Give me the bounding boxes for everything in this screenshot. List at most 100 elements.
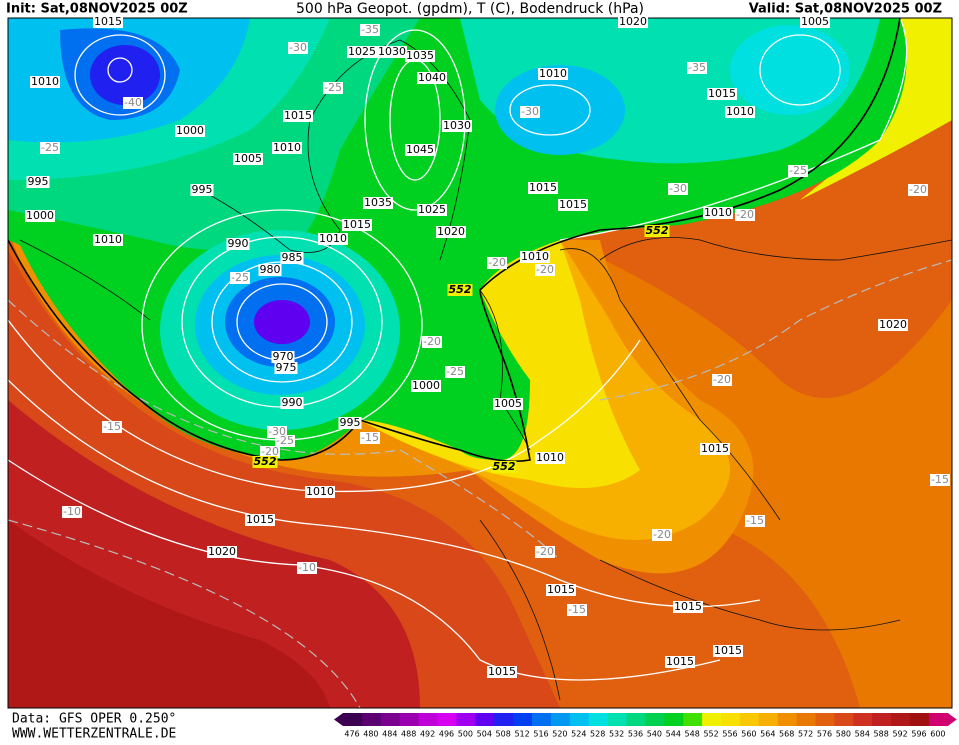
- pressure-label-bg: [30, 76, 60, 88]
- pressure-label: 1020: [208, 545, 236, 558]
- pressure-label-bg: [618, 16, 648, 28]
- colorbar-label: 516: [533, 730, 548, 739]
- pressure-label: 975: [276, 361, 297, 374]
- temperature-label-bg: [297, 562, 317, 574]
- temperature-label: -30: [289, 41, 307, 54]
- colorbar-label: 580: [836, 730, 851, 739]
- colorbar-label: 476: [344, 730, 359, 739]
- colorbar: 476 480 484 488 492 496 500 504 508 512 516 520 524 5…: [334, 713, 957, 739]
- temperature-label-bg: [487, 257, 507, 269]
- colorbar-swatch: [456, 713, 476, 726]
- pressure-label-bg: [233, 153, 263, 165]
- temperature-label-bg: [62, 506, 82, 518]
- pressure-label-bg: [363, 197, 393, 209]
- pressure-label: 1015: [674, 600, 702, 613]
- colorbar-label: 492: [420, 730, 435, 739]
- temperature-label-bg: [687, 62, 707, 74]
- colorbar-label: 484: [382, 730, 397, 739]
- temperature-label-bg: [668, 183, 688, 195]
- temperature-label: -30: [521, 105, 539, 118]
- temperature-label: -15: [361, 431, 379, 444]
- valid-time: Valid: Sat,08NOV2025 00Z: [749, 2, 942, 17]
- colorbar-swatch: [853, 713, 873, 726]
- colorbar-swatch: [626, 713, 646, 726]
- pressure-label: 1010: [539, 67, 567, 80]
- pressure-label-bg: [725, 106, 755, 118]
- colorbar-label: 572: [798, 730, 813, 739]
- pressure-label-bg: [707, 88, 737, 100]
- colorbar-label: 536: [628, 730, 643, 739]
- geopotential-label: 552: [254, 455, 277, 468]
- pressure-label: 1015: [488, 665, 516, 678]
- temperature-label: -35: [361, 23, 379, 36]
- colorbar-arrow: [947, 713, 957, 726]
- colorbar-label: 564: [760, 730, 775, 739]
- pressure-label-bg: [272, 142, 302, 154]
- pressure-label-bg: [487, 666, 517, 678]
- pressure-label: 1020: [879, 318, 907, 331]
- pressure-label: 1035: [364, 196, 392, 209]
- colorbar-swatch: [513, 713, 533, 726]
- pressure-label: 1025: [348, 45, 376, 58]
- pressure-label-bg: [520, 251, 550, 263]
- temperature-label-bg: [102, 421, 122, 433]
- colorbar-label: 556: [722, 730, 737, 739]
- colorbar-label: 528: [590, 730, 605, 739]
- pressure-label: 985: [282, 251, 303, 264]
- colorbar-label: 560: [741, 730, 756, 739]
- temperature-label: -20: [536, 545, 554, 558]
- pressure-label-bg: [703, 207, 733, 219]
- pressure-label-bg: [274, 362, 298, 374]
- temperature-label: -10: [63, 505, 81, 518]
- pressure-label: 1040: [418, 71, 446, 84]
- map-title: 500 hPa Geopot. (gpdm), T (C), Bodendruc…: [296, 1, 644, 17]
- pressure-label-bg: [338, 417, 362, 429]
- pressure-label: 1045: [406, 143, 434, 156]
- pressure-label-bg: [26, 176, 50, 188]
- temperature-label: -25: [276, 434, 294, 447]
- temperature-label: -20: [909, 183, 927, 196]
- pressure-label: 1010: [726, 105, 754, 118]
- pressure-label-bg: [305, 486, 335, 498]
- map: [8, 18, 952, 708]
- pressure-label: 1010: [94, 233, 122, 246]
- colorbar-label: 532: [609, 730, 624, 739]
- colorbar-swatch: [343, 713, 363, 726]
- colorbar-label: 488: [401, 730, 416, 739]
- pressure-label: 990: [228, 237, 249, 250]
- pressure-label: 1010: [31, 75, 59, 88]
- pressure-label-bg: [347, 46, 377, 58]
- temperature-label-bg: [260, 446, 280, 458]
- temperature-label-bg: [40, 142, 60, 154]
- pressure-label: 1015: [666, 655, 694, 668]
- geopotential-label-bg: [491, 461, 517, 473]
- pressure-label: 1010: [704, 206, 732, 219]
- pressure-label: 1015: [559, 198, 587, 211]
- colorbar-swatch: [721, 713, 741, 726]
- temperature-label-bg: [745, 515, 765, 527]
- pressure-label: 1015: [547, 583, 575, 596]
- temperature-label: -20: [536, 263, 554, 276]
- pressure-label: 1015: [94, 15, 122, 28]
- pressure-label: 1015: [701, 442, 729, 455]
- pressure-label-bg: [538, 68, 568, 80]
- colorbar-arrow: [334, 713, 343, 726]
- temperature-label: -15: [103, 420, 121, 433]
- colorbar-swatch: [399, 713, 420, 726]
- pressure-label-bg: [190, 184, 214, 196]
- colorbar-label: 592: [892, 730, 907, 739]
- map-frame: [7, 17, 953, 709]
- pressure-label-bg: [411, 380, 441, 392]
- temperature-label: -35: [688, 61, 706, 74]
- pressure-label: 1015: [714, 644, 742, 657]
- colorbar-swatch: [928, 713, 949, 726]
- temperature-label: -15: [746, 514, 764, 527]
- colorbar-swatch: [815, 713, 835, 726]
- temperature-label: -15: [568, 603, 586, 616]
- pressure-label: 1015: [708, 87, 736, 100]
- colorbar-label: 596: [911, 730, 926, 739]
- data-source: Data: GFS OPER 0.250°: [12, 712, 176, 727]
- pressure-label: 990: [282, 396, 303, 409]
- colorbar-swatch: [702, 713, 722, 726]
- temperature-label-bg: [930, 474, 950, 486]
